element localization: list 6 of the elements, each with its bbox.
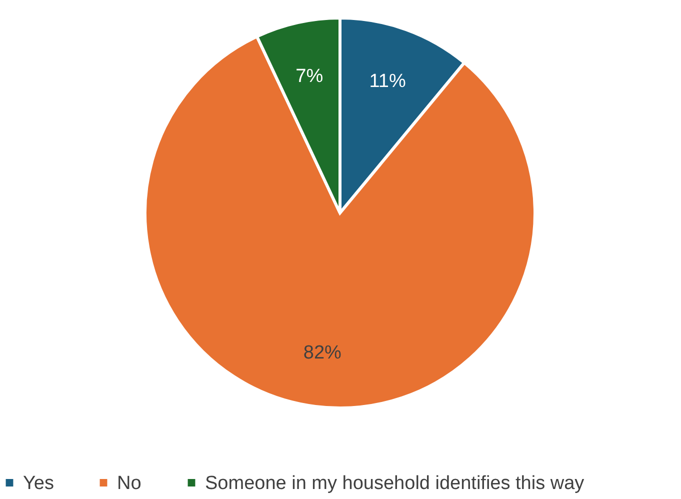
legend-label: Yes <box>23 472 54 494</box>
data-label: 7% <box>296 66 324 87</box>
data-label: 11% <box>369 70 406 92</box>
legend-label: No <box>117 472 142 494</box>
data-label: 82% <box>303 342 342 364</box>
legend-label: Someone in my household identifies this way <box>205 472 585 494</box>
